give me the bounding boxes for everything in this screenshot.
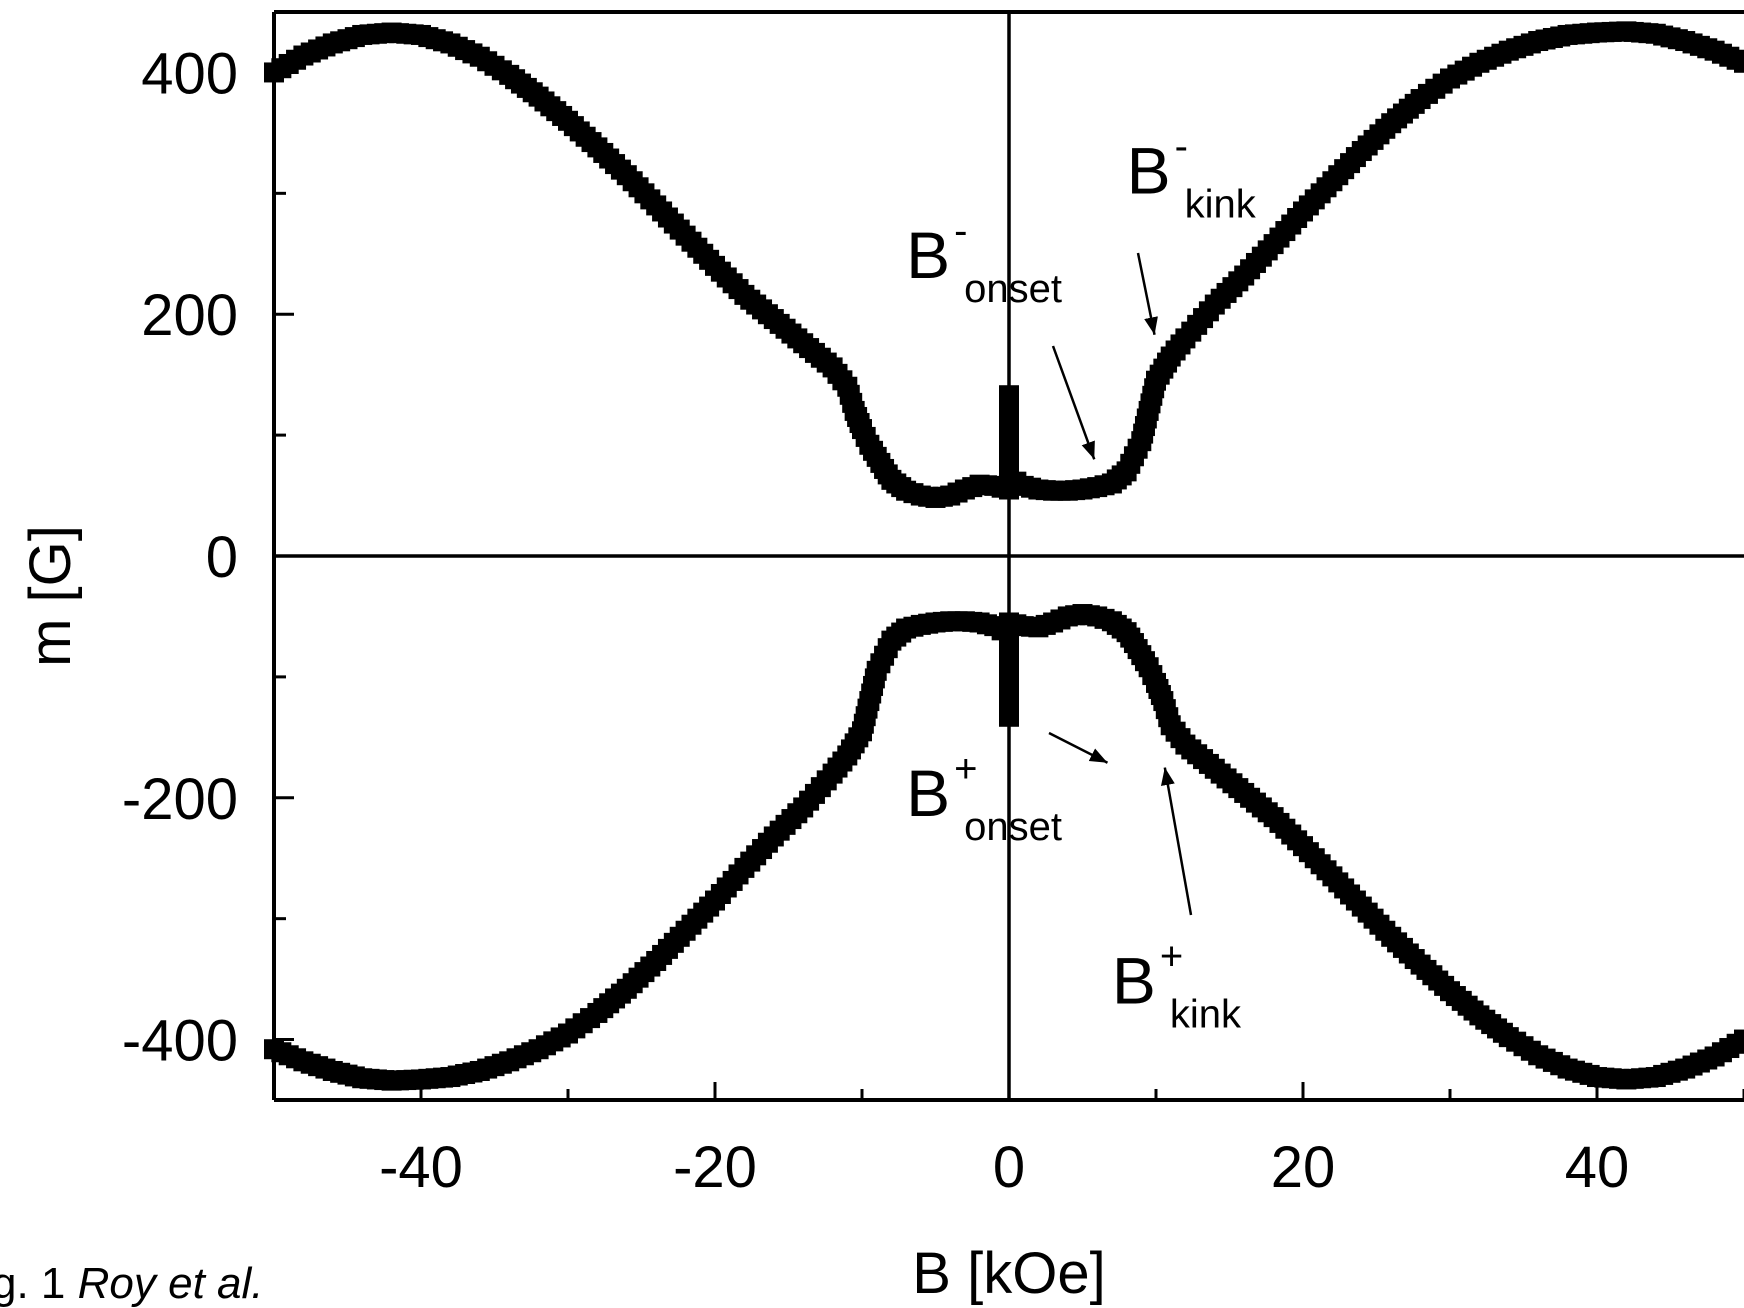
series-group xyxy=(264,21,1744,1091)
spike-line xyxy=(1008,622,1016,717)
x-tick-label: 20 xyxy=(1271,1135,1336,1200)
annotation-b-plus-kink: B + kink xyxy=(1112,767,1242,1036)
y-tick-label: -400 xyxy=(122,1009,238,1074)
caption-authors: Roy et al. xyxy=(77,1259,264,1308)
series-1 xyxy=(264,21,1744,508)
annotation-b-plus-onset: B + onset xyxy=(906,731,1109,849)
annotation-sup: + xyxy=(954,747,977,791)
spike-line xyxy=(1008,395,1016,490)
annotation-sub: kink xyxy=(1170,992,1242,1036)
caption-prefix: g. 1 xyxy=(0,1259,78,1308)
annotation-sup: - xyxy=(1175,124,1188,168)
data-point xyxy=(1734,52,1744,73)
spike-line xyxy=(1003,395,1010,490)
annotation-symbol: B xyxy=(906,756,950,830)
y-axis-title: m [G] xyxy=(18,525,83,667)
annotation-symbol: B xyxy=(1127,133,1171,207)
spike-line xyxy=(1003,622,1010,717)
y-tick-label: 400 xyxy=(141,41,238,106)
x-tick-label: 40 xyxy=(1565,1135,1630,1200)
annotation-arrow xyxy=(1048,731,1109,764)
figure-caption: g. 1 Roy et al. xyxy=(0,1262,264,1306)
annotation-sub: kink xyxy=(1185,182,1257,226)
annotation-symbol: B xyxy=(1112,943,1156,1017)
y-tick-label: -200 xyxy=(122,767,238,832)
series-2 xyxy=(264,604,1744,1091)
zero-lines xyxy=(274,12,1744,1100)
x-tick-label: 0 xyxy=(993,1135,1025,1200)
annotation-symbol: B xyxy=(906,218,950,292)
data-point xyxy=(1734,1029,1744,1050)
annotation-b-minus-kink: B - kink xyxy=(1127,124,1257,336)
annotation-arrow xyxy=(1160,767,1193,916)
annotation-arrow xyxy=(1051,345,1096,460)
y-tick-label: 200 xyxy=(141,283,238,348)
annotation-sup: + xyxy=(1160,934,1183,978)
y-tick-label: 0 xyxy=(206,525,238,590)
zero-field-spikes xyxy=(1003,395,1016,717)
annotation-arrow xyxy=(1136,252,1158,336)
annotation-sub: onset xyxy=(964,267,1062,311)
annotation-sub: onset xyxy=(964,805,1062,849)
x-tick-label: -20 xyxy=(673,1135,757,1200)
x-tick-label: -40 xyxy=(379,1135,463,1200)
annotation-b-minus-onset: B - onset xyxy=(906,209,1096,460)
x-axis-title: B [kOe] xyxy=(912,1241,1105,1306)
annotation-sup: - xyxy=(954,209,967,253)
